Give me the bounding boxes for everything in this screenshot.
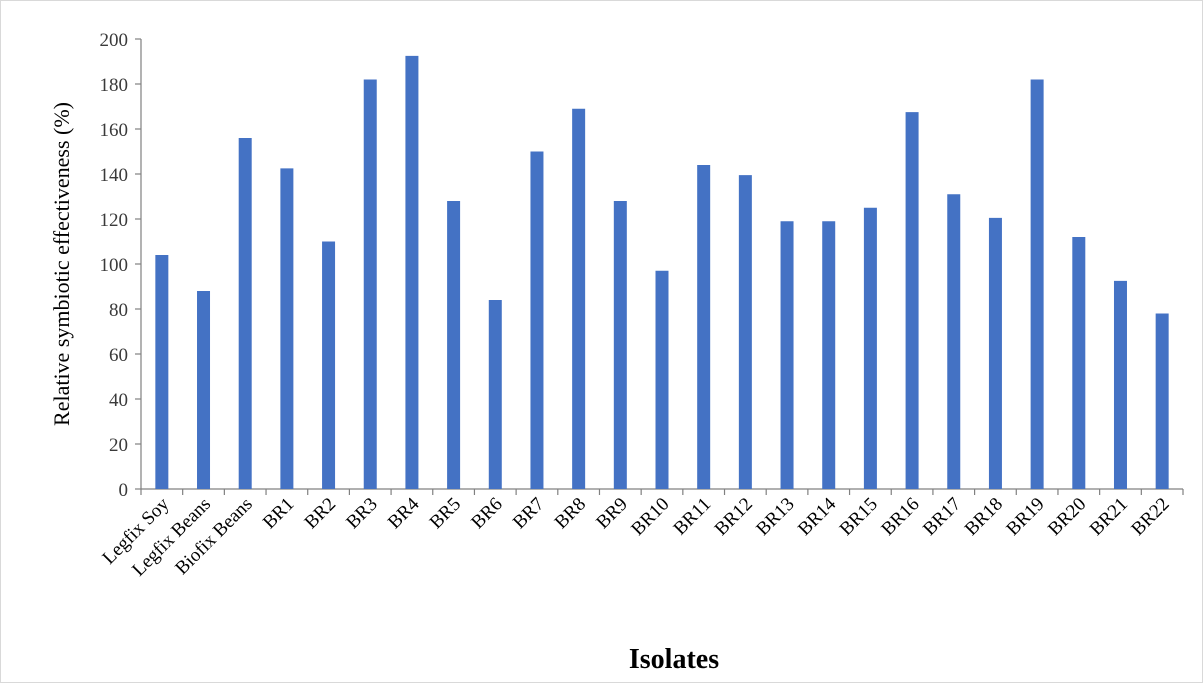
bar-br18 [988, 217, 1002, 489]
y-tick-label: 40 [109, 390, 128, 411]
x-category-label: BR9 [592, 494, 631, 533]
x-category-label: BR1 [259, 494, 298, 533]
x-category-label: BR18 [961, 494, 1007, 540]
x-category-label: BR16 [877, 494, 923, 540]
bar-br20 [1072, 237, 1086, 489]
y-tick-label: 200 [100, 30, 129, 51]
x-category-label: BR21 [1086, 494, 1132, 540]
y-ticks: 0 20 40 60 80 100 120 140 160 180 200 [100, 30, 141, 501]
y-tick-label: 180 [100, 75, 129, 96]
bar-br22 [1155, 313, 1169, 489]
bar-br21 [1113, 280, 1127, 489]
bar-br11 [697, 165, 711, 489]
bar-br12 [738, 175, 752, 489]
x-ticks [140, 489, 1184, 495]
x-category-label: BR22 [1127, 494, 1173, 540]
bar-br9 [613, 201, 627, 489]
x-axis-label: Isolates [629, 644, 719, 675]
y-axis-label: Relative symbiotic effectiveness (%) [49, 102, 74, 426]
bar-br13 [780, 221, 794, 489]
bar-br8 [572, 108, 586, 489]
bar-br16 [905, 112, 919, 489]
y-tick-label: 140 [100, 165, 129, 186]
x-category-label: BR11 [670, 494, 716, 540]
bar-biofix-beans [238, 138, 252, 489]
y-tick-label: 160 [100, 120, 129, 141]
y-tick-label: 20 [109, 435, 128, 456]
x-category-label: BR4 [384, 493, 424, 533]
x-category-label: BR8 [551, 494, 590, 533]
y-tick-label: 60 [109, 345, 128, 366]
bar-br2 [322, 241, 336, 489]
x-category-label: BR5 [426, 494, 465, 533]
x-category-label: BR7 [509, 494, 548, 533]
x-category-label: BR2 [301, 494, 340, 533]
bar-br14 [822, 221, 836, 489]
bar-br3 [363, 79, 377, 489]
x-category-label: BR19 [1002, 494, 1048, 540]
y-tick-label: 120 [100, 210, 129, 231]
y-tick-label: 100 [100, 255, 129, 276]
bar-br19 [1030, 79, 1044, 489]
x-category-label: BR17 [919, 494, 965, 540]
bar-br10 [655, 270, 669, 489]
x-category-label: BR13 [752, 494, 798, 540]
bar-br6 [488, 300, 502, 489]
bar-legfix-soy [155, 255, 169, 489]
bar-br17 [947, 194, 961, 489]
bar-br5 [447, 201, 461, 489]
bar-legfix-beans [197, 291, 211, 489]
bar-br1 [280, 168, 294, 489]
x-category-label: BR3 [342, 494, 381, 533]
bar-br15 [863, 207, 877, 489]
bar-br7 [530, 151, 544, 489]
bar-br4 [405, 55, 419, 489]
x-category-label: BR15 [836, 494, 882, 540]
y-tick-label: 80 [109, 300, 128, 321]
x-category-label: BR14 [794, 493, 841, 540]
x-category-label: BR6 [467, 494, 506, 533]
bars [155, 55, 1169, 489]
y-tick-label: 0 [119, 480, 129, 501]
x-category-label: BR12 [711, 494, 757, 540]
x-category-label: BR10 [627, 494, 673, 540]
x-category-label: BR20 [1044, 494, 1090, 540]
